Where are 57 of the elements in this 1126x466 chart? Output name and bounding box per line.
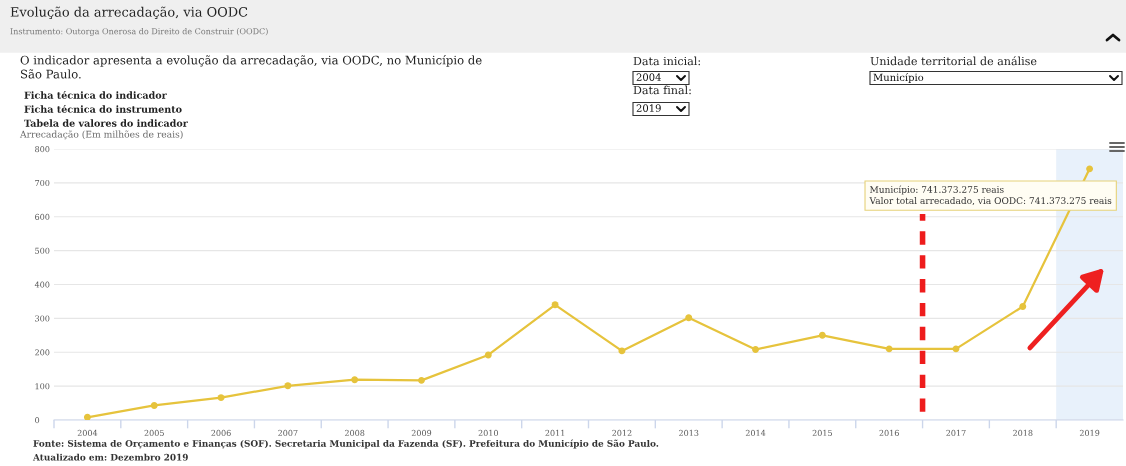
annotation: Município: 741.373.275 reais Valor total arrecadado, via OODC: 741.373.275 reais [869,185,1112,206]
text: 2019 [636,104,661,112]
point [618,347,626,355]
point [752,346,759,354]
text: Data final: [633,85,691,95]
text: Tabela de valores do indicador [24,119,188,127]
point [217,394,225,402]
x-tick-label: 2004 [77,429,98,436]
y-axis-title: Arrecadação (Em milhões de reais) [19,130,183,140]
x-tick-label: 2014 [745,429,766,436]
y-tick-label: 100 [35,383,50,390]
y-tick-label: 700 [35,179,50,187]
x-tick-label: 2017 [946,429,966,436]
text: O indicador apresenta a evolução da arrecadação, via OODC, no Município de São Paulo. [20,55,482,79]
text: Atualizado em: Dezembro 2019 [32,453,188,461]
x-tick-label: 2009 [411,429,432,436]
text: 2004 [636,73,661,81]
x-tick-label: 2019 [1079,429,1100,436]
text: Data inicial: [633,56,700,66]
point [1086,165,1094,173]
point [351,376,359,384]
x-tick-label: 2013 [679,429,699,436]
point [1019,303,1027,310]
x-tick-label: 2011 [545,429,565,436]
point [885,345,893,353]
x-tick-label: 2016 [879,429,899,436]
point [685,314,693,322]
text: Município [873,72,924,84]
x-tick-label: 2018 [1013,429,1033,436]
x-tick-label: 2015 [812,429,832,436]
y-tick-label: 200 [35,349,50,356]
source-note: Fonte: Sistema de Orçamento e Finanças (SOF). Secretaria Municipal da Fazenda (SF). Prefeitura do Município de São Paulo. [33,439,659,449]
chart-title: Evolução da arrecadação, via OODC [10,6,248,20]
point [150,401,158,409]
point [418,376,425,384]
point [818,331,826,339]
x-tick-label: 2010 [478,429,498,436]
x-tick-label: 2012 [612,429,632,436]
point [551,301,559,309]
y-tick-label: 500 [35,247,50,254]
point [83,413,91,420]
x-tick-label: 2008 [344,429,365,436]
y-tick-label: 0 [35,417,40,424]
point [952,345,960,353]
x-tick-label: 2006 [211,429,231,436]
point [484,351,492,359]
text: Ficha técnica do indicador [24,90,167,99]
point [284,382,292,390]
text: Ficha técnica do instrumento [24,104,182,113]
text: Unidade territorial de análise [870,56,1037,66]
chart-subtitle: Instrumento: Outorga Onerosa do Direito de Construir (OODC) [10,28,268,36]
y-tick-label: 800 [35,146,50,153]
x-tick-label: 2007 [278,429,298,436]
y-tick-label: 600 [35,213,50,220]
y-tick-label: 300 [35,315,50,322]
y-tick-label: 400 [34,281,50,288]
x-tick-label: 2005 [144,429,164,436]
